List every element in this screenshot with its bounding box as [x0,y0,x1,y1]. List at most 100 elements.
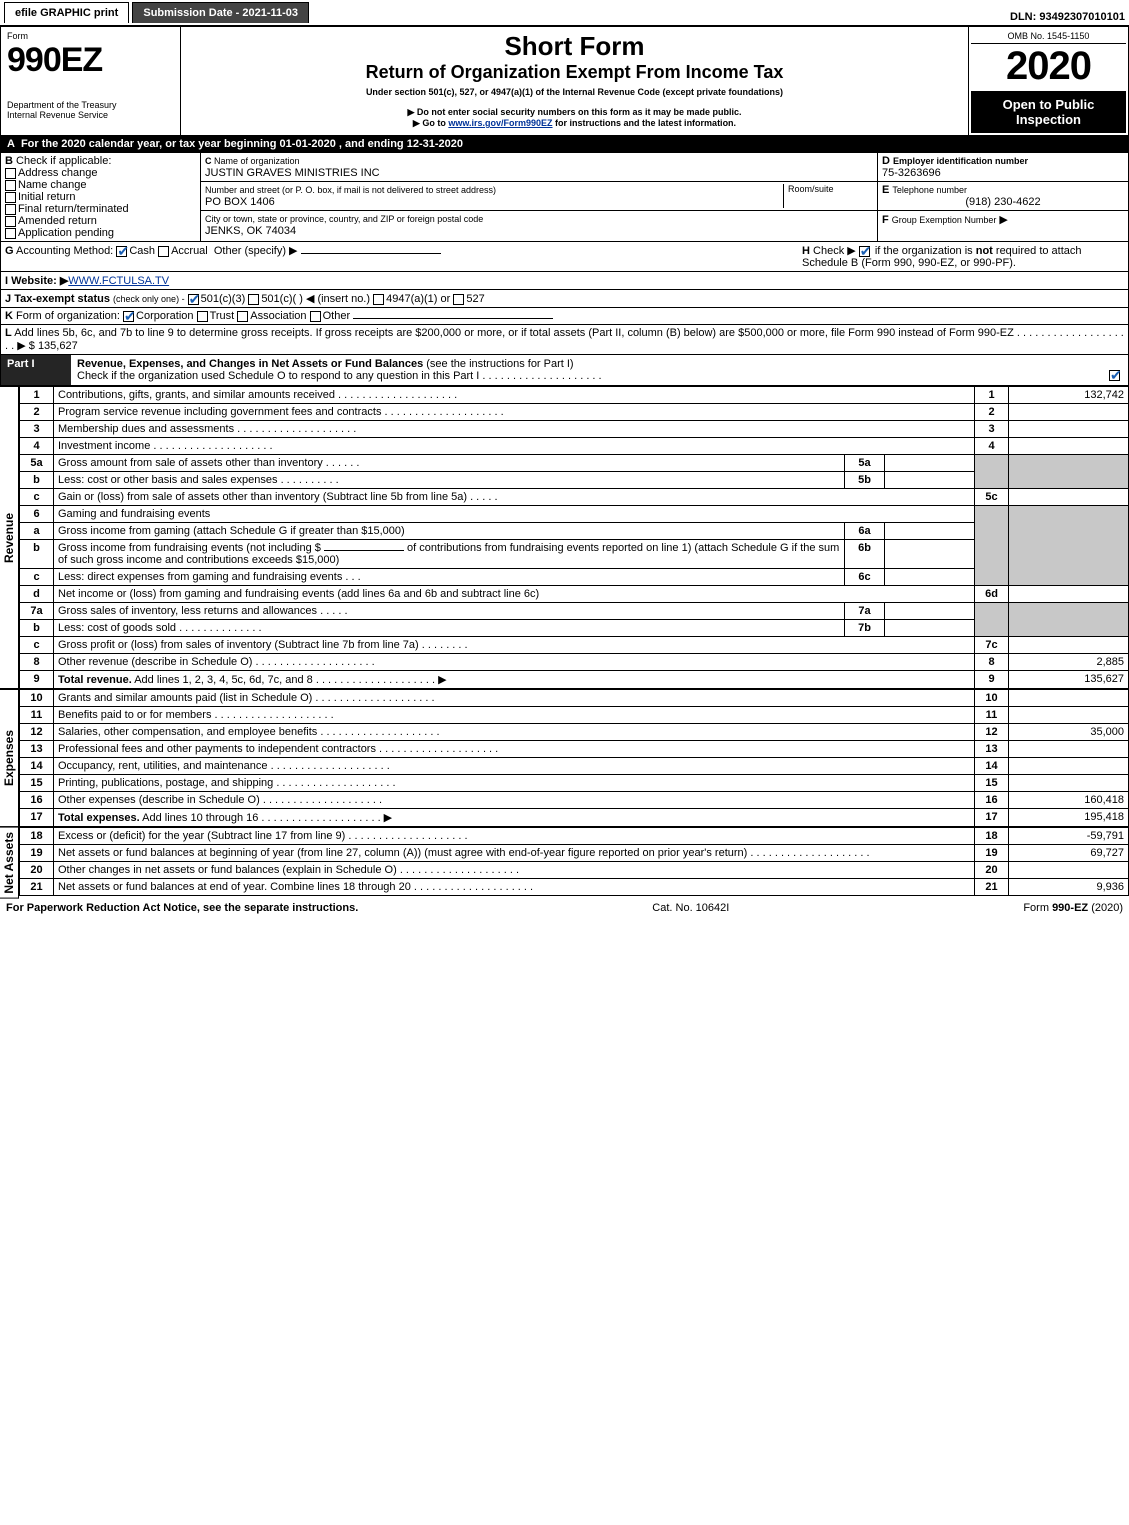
goto-line: ▶ Go to www.irs.gov/Form990EZ for instru… [187,118,962,129]
l21-text: Net assets or fund balances at end of ye… [58,881,411,893]
dots: . . . . . . . . . . . . . . . . . . . . [335,389,457,401]
l4-amt [1009,438,1129,455]
org-addr: PO BOX 1406 [205,196,275,208]
submission-tab[interactable]: Submission Date - 2021-11-03 [132,2,309,23]
expenses-vlabel: Expenses [0,689,19,827]
l2-text: Program service revenue including govern… [58,406,381,418]
l10-amt [1009,690,1129,707]
line-h-pre: if the organization is [875,245,976,257]
line-h-check: Check ▶ [813,245,856,257]
dots: . . . . . . . . . . . . . . . . . . . . [252,656,374,668]
footer: For Paperwork Reduction Act Notice, see … [0,899,1129,917]
chk-part1-scho[interactable]: ✔ [1109,370,1120,381]
dots: . . . . . . . . . . . . . . . . . . . . [411,881,533,893]
l21-amt: 9,936 [1009,879,1129,896]
line-l: L Add lines 5b, 6c, and 7b to line 9 to … [0,325,1129,355]
under-section: Under section 501(c), 527, or 4947(a)(1)… [187,87,962,97]
group-ex-label: Group Exemption Number [892,215,997,225]
form-number: 990EZ [7,41,174,80]
netassets-vlabel: Net Assets [0,827,19,899]
lbl-name-change: Name change [18,179,87,191]
chk-amended[interactable] [5,216,16,227]
l14-amt [1009,758,1129,775]
l6d-amt [1009,586,1129,603]
l20-amt [1009,862,1129,879]
lbl-4947: 4947(a)(1) or [386,293,450,305]
website-link[interactable]: WWW.FCTULSA.TV [68,275,169,287]
dots: . . . . . . . . . . . . . . . . . . . . [273,777,395,789]
chk-accrual[interactable] [158,246,169,257]
goto-prefix: ▶ Go to [413,118,448,128]
title-short-form: Short Form [187,31,962,62]
l6c-sub: 6c [845,569,885,586]
ein-label: Employer identification number [893,156,1028,166]
tax-exempt-label: Tax-exempt status [14,293,110,305]
l17-rest: Add lines 10 through 16 [140,812,259,824]
line-a-text: For the 2020 calendar year, or tax year … [21,138,463,150]
chk-4947[interactable] [373,294,384,305]
dots: . . . . . . . . . . . . . . . . . . . . [747,847,869,859]
l1-amt: 132,742 [1009,387,1129,404]
l19-amt: 69,727 [1009,845,1129,862]
expenses-section: Expenses 10Grants and similar amounts pa… [0,689,1129,827]
dots: . . . . . . . . . . . . . . . . . . . . [381,406,503,418]
form-tag: Form 990-EZ (2020) [1023,902,1123,914]
chk-pending[interactable] [5,228,16,239]
chk-corp[interactable]: ✔ [123,311,134,322]
dots: . . . . . . . . . . . . . . . . . . . . [260,794,382,806]
irs-line: Internal Revenue Service [7,110,174,120]
chk-other-org[interactable] [310,311,321,322]
chk-final-return[interactable] [5,204,16,215]
l12-amt: 35,000 [1009,724,1129,741]
l9-text: Total revenue. [58,674,132,686]
arrow-icon: ▶ [17,340,25,352]
tel: (918) 230-4622 [882,196,1124,208]
l16-amt: 160,418 [1009,792,1129,809]
l9-rest: Add lines 1, 2, 3, 4, 5c, 6d, 7c, and 8 [132,674,313,686]
chk-initial-return[interactable] [5,192,16,203]
dots: . . . . . . . . . . . . . . . . . . . . [313,674,435,686]
l6d-text: Net income or (loss) from gaming and fun… [54,586,975,603]
dots: . . . . . . . . . . . . . . . . . . . . [479,370,601,382]
l1-text: Contributions, gifts, grants, and simila… [58,389,335,401]
org-city: JENKS, OK 74034 [205,225,296,237]
line-l-text: Add lines 5b, 6c, and 7b to line 9 to de… [14,327,1014,339]
part1-checkline: Check if the organization used Schedule … [77,370,479,382]
paperwork-notice: For Paperwork Reduction Act Notice, see … [6,902,358,914]
chk-assoc[interactable] [237,311,248,322]
chk-address-change[interactable] [5,168,16,179]
chk-501c[interactable] [248,294,259,305]
line-h-not: not [976,245,993,257]
l3-amt [1009,421,1129,438]
chk-527[interactable] [453,294,464,305]
chk-501c3[interactable]: ✔ [188,294,199,305]
efile-tab[interactable]: efile GRAPHIC print [4,2,129,23]
l9-amt: 135,627 [1009,671,1129,689]
l13-amt [1009,741,1129,758]
l11-amt [1009,707,1129,724]
chk-name-change[interactable] [5,180,16,191]
part1-see: (see the instructions for Part I) [426,358,573,370]
l7b-text: Less: cost of goods sold [58,622,176,634]
goto-link[interactable]: www.irs.gov/Form990EZ [448,118,552,128]
line-k: K Form of organization: ✔Corporation Tru… [0,308,1129,325]
chk-trust[interactable] [197,311,208,322]
chk-cash[interactable]: ✔ [116,246,127,257]
lbl-assoc: Association [250,310,306,322]
l17-text: Total expenses. [58,812,140,824]
addr-label: Number and street (or P. O. box, if mail… [205,185,496,195]
l17-amt: 195,418 [1009,809,1129,827]
lbl-trust: Trust [210,310,235,322]
lbl-501c3: 501(c)(3) [201,293,246,305]
website-label: Website: ▶ [11,275,68,287]
l6a-text: Gross income from gaming (attach Schedul… [58,525,405,537]
l20-text: Other changes in net assets or fund bala… [58,864,397,876]
chk-sched-b[interactable]: ✔ [859,246,870,257]
line-a: AFor the 2020 calendar year, or tax year… [0,136,1129,153]
l18-text: Excess or (deficit) for the year (Subtra… [58,830,345,842]
l15-text: Printing, publications, postage, and shi… [58,777,273,789]
lbl-accrual: Accrual [171,245,208,257]
arrow-icon: ▶ [999,214,1007,226]
dots: . . . . . . . . . . . . . . . . . . . . [397,864,519,876]
part1-heading: Revenue, Expenses, and Changes in Net As… [77,358,423,370]
